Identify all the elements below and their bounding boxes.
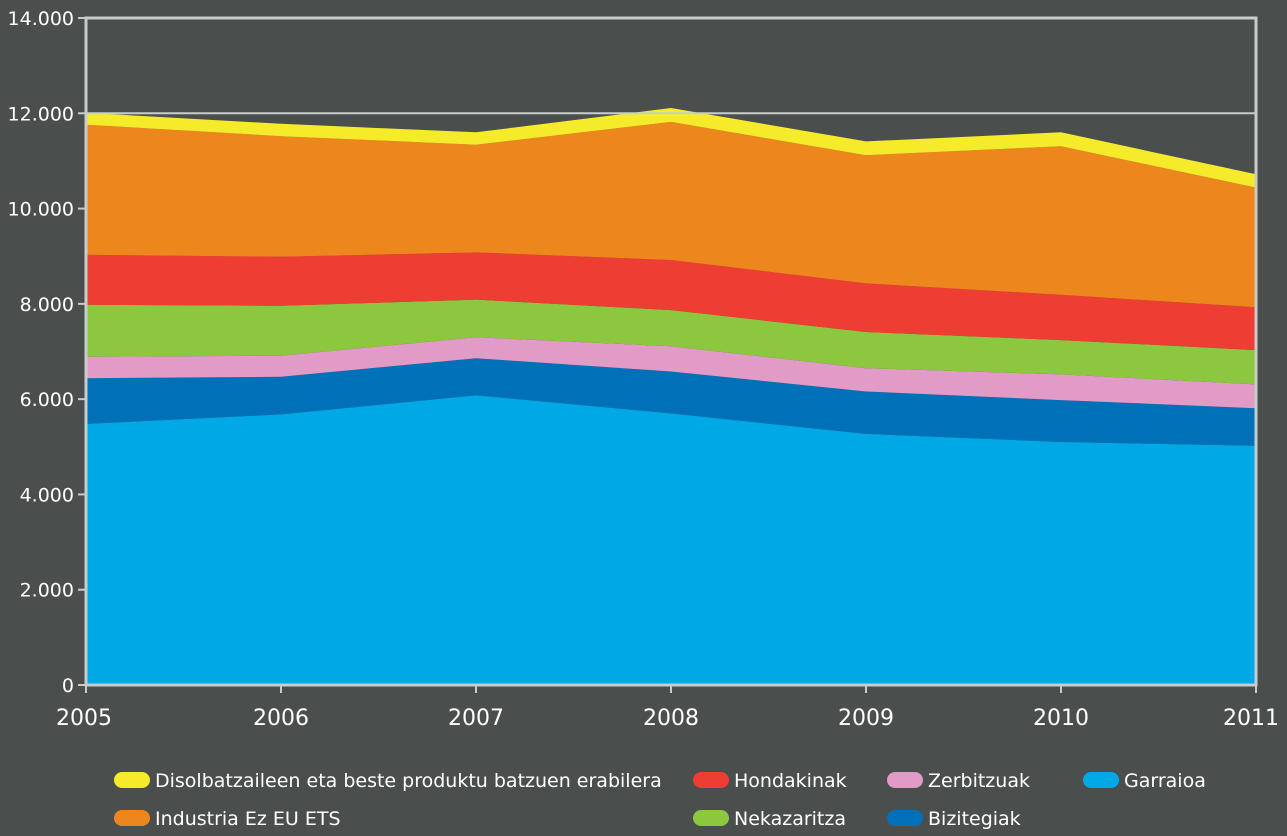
legend: Disolbatzaileen eta beste produktu batzu… [114, 770, 1206, 830]
legend-swatch [693, 810, 729, 826]
legend-label: Industria Ez EU ETS [155, 808, 341, 830]
legend-swatch [1083, 772, 1119, 788]
legend-swatch [887, 810, 923, 826]
x-tick-label: 2010 [1033, 706, 1089, 731]
y-tick-label: 8.000 [20, 294, 74, 316]
y-tick-label: 14.000 [8, 8, 74, 30]
x-tick-label: 2006 [253, 706, 309, 731]
areas-layer [86, 108, 1256, 685]
legend-label: Disolbatzaileen eta beste produktu batzu… [155, 770, 662, 792]
legend-swatch [887, 772, 923, 788]
y-tick-label: 10.000 [8, 199, 74, 221]
y-tick-label: 4.000 [20, 484, 74, 506]
x-tick-label: 2007 [448, 706, 504, 731]
y-tick-label: 2.000 [20, 580, 74, 602]
legend-swatch [693, 772, 729, 788]
legend-swatch [114, 810, 150, 826]
y-tick-label: 0 [62, 675, 74, 697]
legend-label: Zerbitzuak [928, 770, 1030, 792]
y-tick-label: 6.000 [20, 389, 74, 411]
x-tick-label: 2009 [838, 706, 894, 731]
legend-label: Nekazaritza [734, 808, 846, 830]
y-tick-label: 12.000 [8, 103, 74, 125]
x-tick-label: 2008 [643, 706, 699, 731]
legend-label: Bizitegiak [928, 808, 1021, 830]
x-tick-label: 2011 [1223, 706, 1279, 731]
legend-label: Garraioa [1124, 770, 1206, 792]
legend-swatch [114, 772, 150, 788]
x-tick-label: 2005 [56, 706, 112, 731]
legend-label: Hondakinak [734, 770, 847, 792]
